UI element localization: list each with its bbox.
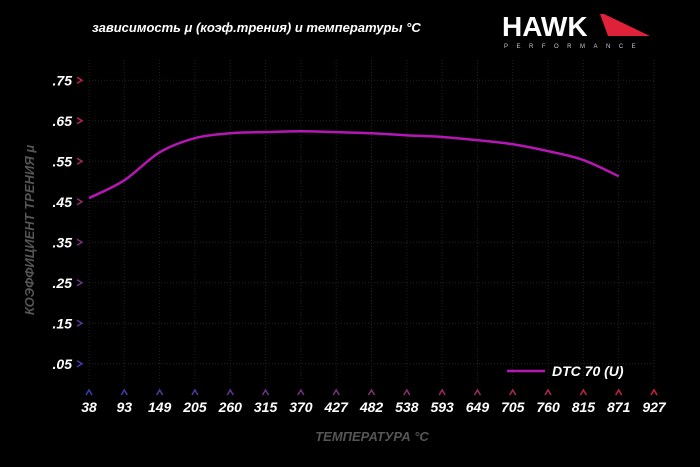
y-tick-mark — [76, 198, 84, 206]
x-tick-label: 149 — [148, 399, 172, 415]
logo-wing — [600, 14, 650, 36]
x-tick-mark — [226, 388, 234, 396]
y-ticks: .75 .65 .55 .45 .35 .25 .15 .05 — [53, 72, 84, 372]
legend: DTC 70 (U) — [507, 363, 624, 379]
x-tick-mark — [403, 388, 411, 396]
legend-label: DTC 70 (U) — [552, 363, 624, 379]
x-tick-label: 205 — [182, 399, 207, 415]
y-tick-mark — [76, 238, 84, 246]
x-tick-mark — [297, 388, 305, 396]
y-tick-mark — [76, 76, 84, 84]
x-tick-label: 927 — [642, 399, 667, 415]
x-tick-label: 593 — [430, 399, 454, 415]
y-tick-label: .25 — [53, 275, 73, 291]
x-tick-label: 93 — [117, 399, 133, 415]
x-tick-label: 370 — [289, 399, 313, 415]
x-tick-mark — [650, 388, 658, 396]
x-tick-label: 815 — [572, 399, 596, 415]
y-tick-mark — [76, 319, 84, 327]
grid — [88, 60, 655, 384]
x-tick-label: 38 — [81, 399, 97, 415]
x-tick-mark — [85, 388, 93, 396]
x-tick-label: 538 — [395, 399, 419, 415]
x-tick-label: 427 — [324, 399, 350, 415]
x-tick-mark — [544, 388, 552, 396]
x-tick-label: 315 — [254, 399, 278, 415]
x-tick-mark — [579, 388, 588, 396]
x-tick-mark — [509, 388, 517, 396]
y-axis-label: КОЭФФИЦИЕНТ ТРЕНИЯ μ — [22, 145, 37, 315]
x-tick-label: 871 — [607, 399, 631, 415]
x-tick-label: 705 — [501, 399, 525, 415]
y-tick-label: .05 — [53, 356, 73, 372]
logo-subtext: PERFORMANCE — [504, 44, 644, 50]
x-tick-label: 260 — [218, 399, 243, 415]
y-tick-label: .75 — [53, 72, 73, 88]
series-line-dtc70 — [88, 130, 620, 200]
y-tick-label: .55 — [53, 153, 73, 169]
x-tick-mark — [615, 388, 623, 396]
x-tick-mark — [332, 388, 340, 396]
x-tick-mark — [438, 388, 446, 396]
x-tick-mark — [120, 388, 128, 396]
x-tick-label: 760 — [536, 399, 560, 415]
y-tick-label: .45 — [53, 194, 73, 210]
x-tick-mark — [261, 388, 270, 396]
x-tick-mark — [155, 388, 164, 396]
x-tick-mark — [367, 388, 376, 396]
x-tick-label: 649 — [466, 399, 490, 415]
x-axis-label: ТЕМПЕРАТУРА °C — [315, 429, 429, 444]
y-tick-mark — [76, 360, 84, 368]
y-tick-mark — [76, 117, 84, 125]
logo-text: HAWK — [502, 11, 588, 42]
y-tick-mark — [76, 157, 84, 165]
chart-title: зависимость μ (коэф.трения) и температур… — [92, 20, 421, 35]
x-tick-mark — [473, 388, 482, 396]
x-ticks: 38 93 149 205 260 315 370 427 482 538 593 649 705 760… — [81, 388, 667, 415]
y-tick-mark — [76, 279, 84, 287]
x-tick-mark — [191, 388, 199, 396]
y-tick-label: .35 — [53, 234, 73, 250]
x-tick-label: 482 — [359, 399, 384, 415]
hawk-logo: HAWK PERFORMANCE — [502, 11, 650, 50]
y-tick-label: .65 — [53, 113, 73, 129]
y-tick-label: .15 — [53, 315, 73, 331]
